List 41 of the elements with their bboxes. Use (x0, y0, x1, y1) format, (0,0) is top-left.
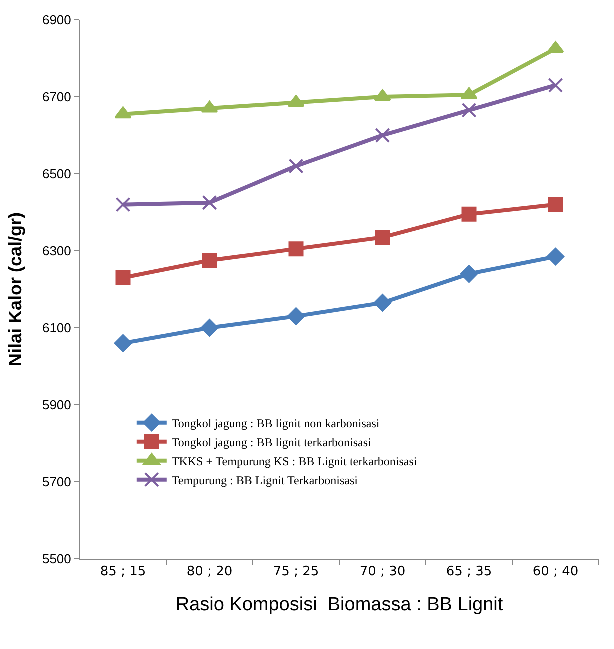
y-tick-label: 6100 (42, 320, 72, 336)
point (114, 334, 132, 352)
x-tick-label: 80 ; 20 (186, 564, 233, 580)
point (548, 197, 564, 212)
x-tick-label: 65 ; 35 (446, 564, 492, 580)
legend-label: Tongkol jagung : BB lignit non karbonisasi (172, 416, 380, 430)
point (375, 128, 390, 143)
point (287, 308, 306, 326)
legend-label: Tongkol jagung : BB lignit terkarbonisasi (172, 436, 372, 450)
y-axis-title: Nilai Kalor (cal/gr) (6, 212, 26, 367)
point (288, 158, 304, 174)
legend-label: TKKS + Tempurung KS : BB Lignit terkarbonisasi (172, 454, 418, 468)
point (374, 294, 392, 312)
point (375, 230, 390, 246)
x-tick-label: 70 ; 30 (360, 564, 406, 580)
point (462, 206, 477, 222)
y-tick-label: 5700 (42, 474, 72, 490)
y-tick-label: 6500 (42, 166, 72, 182)
x-tick-label: 60 ; 40 (532, 564, 579, 580)
point (548, 78, 564, 93)
point (116, 197, 131, 212)
y-tick-label: 6300 (42, 244, 72, 259)
point (546, 248, 565, 266)
x-axis-title: Rasio Komposisi Biomassa : BB Lignit (176, 594, 504, 616)
y-tick-label: 5900 (42, 398, 72, 413)
point (116, 270, 131, 286)
point (114, 106, 132, 119)
y-tick-label: 5500 (42, 552, 72, 567)
y-tick-label: 6900 (42, 12, 72, 28)
point (200, 319, 219, 337)
y-tick-label: 6700 (42, 90, 72, 105)
point (547, 41, 564, 54)
point (202, 253, 218, 268)
point (288, 242, 304, 257)
point (460, 265, 478, 283)
x-tick-label: 75 ; 25 (273, 564, 320, 580)
legend-label: Tempurung : BB Lignit Terkarbonisasi (172, 474, 359, 488)
x-tick-label: 85 ; 15 (100, 564, 146, 580)
point (202, 195, 218, 210)
point (462, 102, 477, 118)
point (288, 95, 305, 108)
